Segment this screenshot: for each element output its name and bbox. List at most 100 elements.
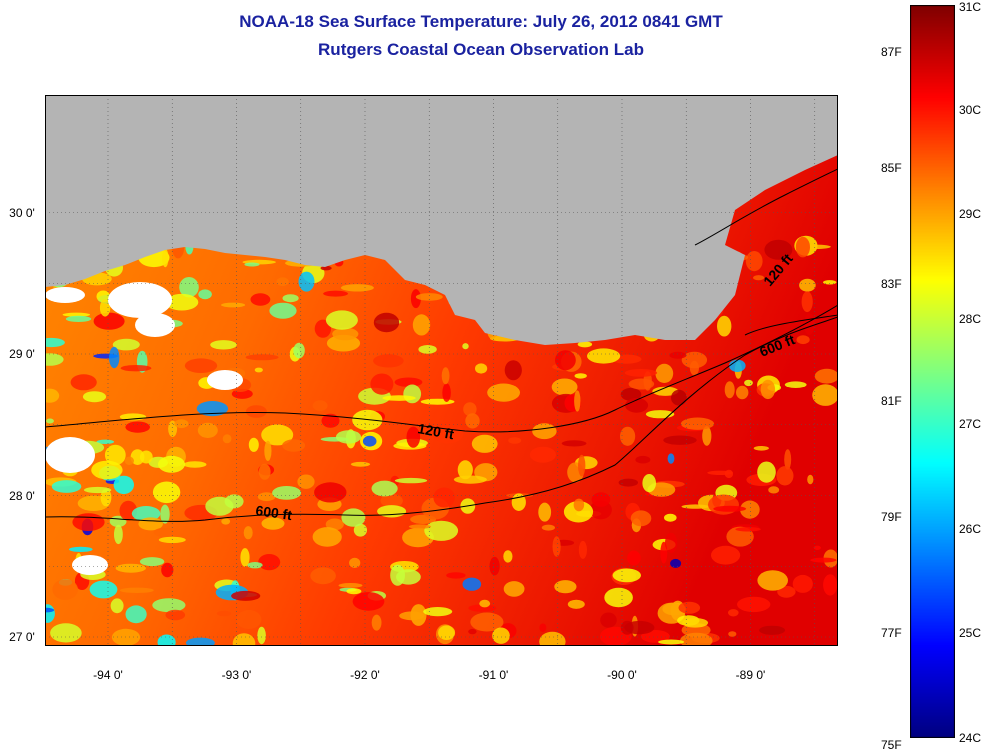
- sst-patch: [410, 289, 421, 309]
- sst-patch: [353, 523, 367, 537]
- sst-patch: [823, 280, 837, 285]
- sst-patch: [541, 524, 555, 531]
- sst-patch: [807, 474, 814, 485]
- sst-patch: [352, 592, 385, 611]
- sst-patch: [457, 460, 473, 480]
- sst-patch: [396, 569, 421, 585]
- sst-patch: [555, 350, 576, 371]
- cloud-mask: [72, 555, 108, 575]
- celsius-tick-label: 29C: [959, 207, 982, 222]
- sst-patch: [551, 378, 578, 396]
- sst-patch: [321, 413, 340, 428]
- sst-patch: [591, 492, 611, 507]
- sst-patch: [310, 567, 336, 585]
- sst-patch: [663, 435, 697, 445]
- sst-patch: [276, 277, 289, 287]
- cloud-mask: [45, 437, 95, 473]
- sst-patch: [130, 449, 145, 465]
- sst-patch: [784, 449, 792, 470]
- sst-patch: [760, 379, 776, 400]
- cloud-mask: [207, 370, 243, 390]
- sst-patch: [604, 587, 633, 608]
- sst-patch: [236, 610, 262, 629]
- sst-patch: [120, 365, 152, 372]
- sst-patch: [125, 605, 147, 624]
- celsius-tick-label: 28C: [959, 312, 982, 327]
- fahrenheit-tick-label: 79F: [881, 509, 902, 524]
- sst-patch: [160, 504, 170, 524]
- depth-contour: [744, 314, 838, 336]
- sst-patch: [777, 585, 796, 598]
- sst-patch: [652, 386, 679, 396]
- sst-patch: [678, 601, 701, 614]
- longitude-label: -91 0': [478, 668, 509, 682]
- sst-patch: [409, 524, 431, 529]
- sst-patch: [801, 291, 813, 313]
- sst-patch: [231, 590, 261, 601]
- sst-patch: [373, 354, 404, 368]
- sst-patch: [346, 588, 362, 595]
- sst-patch: [433, 487, 456, 508]
- sst-patch: [282, 294, 299, 303]
- sst-patch: [475, 363, 488, 374]
- sst-patch: [109, 346, 120, 369]
- sst-patch: [89, 580, 118, 599]
- sst-patch: [492, 627, 510, 644]
- sst-patch: [50, 623, 82, 643]
- sst-patch: [784, 381, 807, 389]
- sst-patch: [670, 558, 682, 568]
- sst-patch: [768, 486, 780, 494]
- sst-patch: [245, 354, 279, 361]
- sst-patch: [453, 475, 487, 484]
- sst-patch: [561, 440, 587, 447]
- sst-patch: [468, 628, 477, 635]
- sst-patch: [100, 488, 112, 507]
- sst-patch: [124, 456, 134, 465]
- fahrenheit-tick-label: 83F: [881, 277, 902, 292]
- sst-patch: [382, 395, 416, 401]
- sst-patch: [139, 557, 165, 567]
- sst-patch: [432, 422, 464, 444]
- sst-patch: [711, 545, 741, 565]
- depth-contour: [45, 316, 838, 522]
- sst-patch: [465, 413, 480, 429]
- sst-patch: [424, 520, 459, 541]
- sst-patch: [104, 444, 126, 466]
- sst-patch: [468, 604, 497, 612]
- sst-patch: [370, 373, 394, 395]
- sst-patch: [737, 596, 771, 613]
- latitude-label: 29 0': [9, 347, 35, 361]
- latitude-label: 27 0': [9, 630, 35, 644]
- sst-patch: [441, 367, 450, 385]
- sst-patch: [264, 440, 272, 461]
- sst-patch: [504, 360, 522, 381]
- sst-patch: [183, 461, 207, 468]
- longitude-label: -93 0': [221, 668, 252, 682]
- map-frame: [45, 95, 838, 646]
- sst-patch: [810, 557, 837, 563]
- sst-patch: [45, 607, 55, 613]
- sst-patch: [757, 570, 788, 591]
- sst-patch: [196, 401, 229, 417]
- sst-patch: [438, 625, 456, 640]
- sst-patch: [350, 461, 371, 467]
- sst-patch: [660, 541, 668, 564]
- sst-patch: [153, 527, 175, 537]
- sst-patch: [539, 631, 566, 646]
- sst-patch: [377, 505, 407, 518]
- sst-patch: [612, 568, 641, 583]
- sst-patch: [745, 251, 763, 272]
- sst-patch: [418, 345, 437, 354]
- map-subtitle: Rutgers Coastal Ocean Observation Lab: [318, 40, 644, 59]
- sst-patch: [446, 572, 466, 579]
- sst-patch: [442, 383, 451, 403]
- celsius-tick-label: 27C: [959, 416, 982, 431]
- sst-patch: [157, 634, 176, 646]
- sst-patch: [538, 502, 552, 522]
- sst-patch: [119, 587, 154, 593]
- sst-patch: [45, 388, 60, 403]
- sst-patch: [184, 358, 218, 374]
- latitude-label: 28 0': [9, 488, 35, 503]
- contour-label: 600 ft: [255, 502, 294, 523]
- sst-patch: [728, 631, 737, 637]
